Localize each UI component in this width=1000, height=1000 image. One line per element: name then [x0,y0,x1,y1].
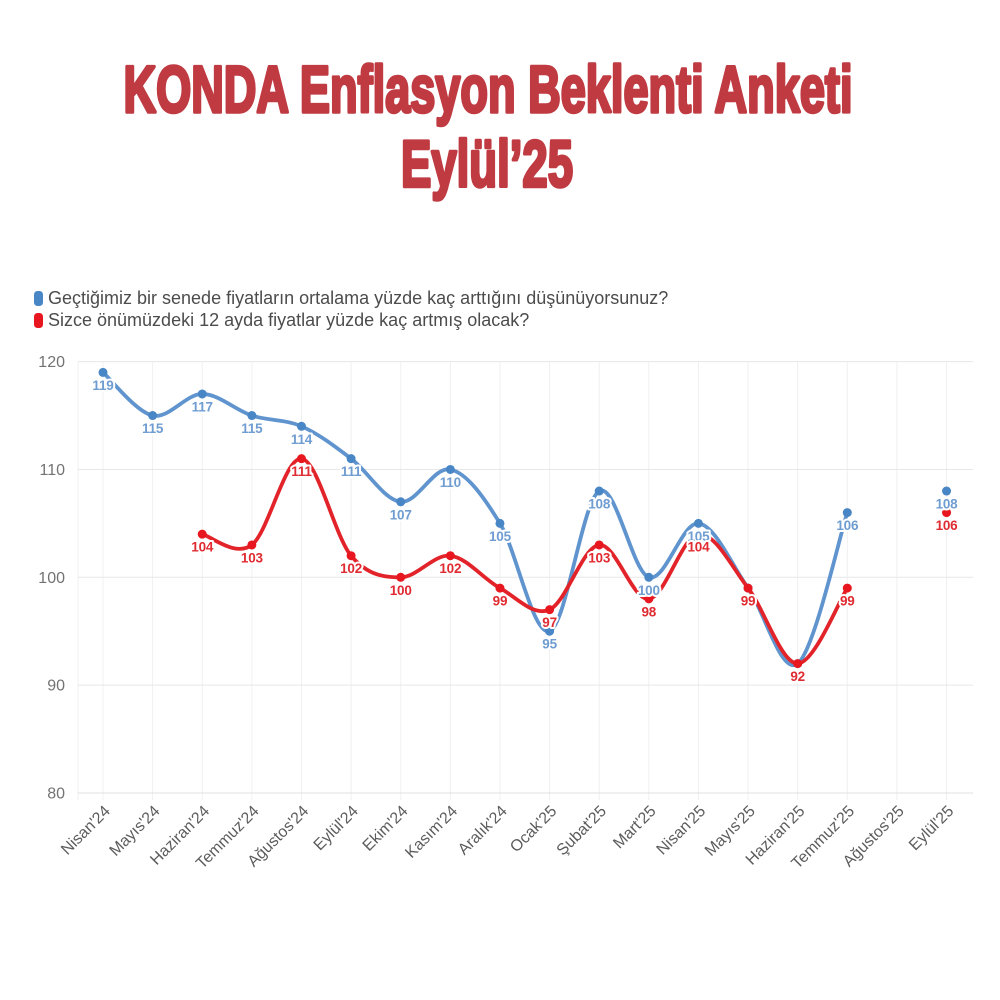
series-1-value-label: 104 [687,540,710,555]
series-0-point [842,508,852,518]
series-0-value-label: 111 [341,464,362,479]
series-0-point [942,486,952,496]
series-0-point [247,411,257,421]
series-0-value-label: 117 [192,399,213,414]
series-0-value-label: 119 [92,378,113,393]
series-1-point [445,551,455,561]
series-1-point [693,529,703,539]
x-axis-tick-label: Eylül'24 [311,803,362,854]
series-1-value-label: 92 [790,669,805,684]
legend-label-next-year: Sizce önümüzdeki 12 ayda fiyatlar yüzde … [48,309,530,330]
series-1-line [200,456,850,666]
series-1-point [545,605,555,615]
y-axis-tick-label: 120 [38,354,65,371]
line-chart-plot: 8090100110120Nisan'24Mayıs'24Haziran'24T… [38,354,973,872]
series-1-point [346,551,356,561]
series-1-value-label: 100 [390,583,412,598]
series-0-value-label: 108 [588,497,611,512]
x-axis-tick-label: Şubat'25 [554,803,610,859]
series-0-point [396,497,406,507]
series-1-point [842,583,852,593]
legend-swatch-red-icon [34,312,43,328]
y-axis-tick-label: 80 [47,786,65,803]
series-1-value-label: 99 [840,594,855,609]
series-1-value-label: 99 [741,594,756,609]
chart-title: KONDA Enflasyon Beklenti Anketi Eylül’25 [122,50,855,202]
series-0-value-label: 105 [489,529,512,544]
series-1-value-label: 102 [439,561,461,576]
x-axis-tick-label: Aralık'24 [455,803,511,859]
chart-legend: Geçtiğimiz bir senede fiyatların ortalam… [34,288,668,331]
legend-item-past-year: Geçtiğimiz bir senede fiyatların ortalam… [34,288,668,310]
legend-label-past-year: Geçtiğimiz bir senede fiyatların ortalam… [48,288,669,309]
series-0-value-label: 95 [542,637,557,652]
series-0-point [98,367,108,377]
series-1-point [594,540,604,550]
series-1-point [743,583,753,593]
series-0-value-label: 108 [936,497,959,512]
legend-item-next-year: Sizce önümüzdeki 12 ayda fiyatlar yüzde … [34,310,668,332]
series-1-value-label: 111 [291,464,312,479]
series-1-value-label: 104 [191,540,214,555]
series-1-value-label: 103 [241,550,264,565]
chart-title-line1: KONDA Enflasyon Beklenti Anketi [124,52,853,126]
series-1-value-label: 102 [340,561,362,576]
series-1-value-label: 106 [936,518,959,533]
series-1-value-label: 99 [493,594,508,609]
series-1-point [793,659,803,669]
series-0-value-label: 100 [638,583,660,598]
series-0-value-label: 115 [142,421,164,436]
series-1-point [942,508,952,518]
series-1-point [644,594,654,604]
series-1-value-label: 103 [588,550,611,565]
series-0-point [148,411,158,421]
y-axis-tick-label: 100 [38,570,65,587]
series-0-point [296,421,306,431]
x-axis-tick-label: Nisan'24 [58,803,114,859]
series-0-point [545,626,555,636]
x-axis-tick-label: Ocak'25 [507,803,560,856]
series-0-value-label: 107 [390,507,412,522]
legend-swatch-blue-icon [34,291,43,307]
series-1-point [495,583,505,593]
x-axis-tick-label: Kasım'24 [402,803,461,862]
chart-title-line2: Eylül’25 [401,126,573,200]
series-1-point [197,529,207,539]
series-1-point [396,572,406,582]
series-0-value-label: 110 [440,475,461,490]
series-0-value-label: 114 [291,432,313,447]
series-0-line [101,370,850,668]
y-axis-tick-label: 90 [47,678,65,695]
series-1-value-label: 98 [642,604,657,619]
series-1-point [296,454,306,464]
series-1-value-label: 97 [542,615,557,630]
x-axis-tick-label: Nisan'25 [654,803,710,859]
x-axis-tick-label: Eylül'25 [906,803,957,854]
y-axis-tick-label: 110 [39,462,65,479]
series-0-point [594,486,604,496]
series-0-value-label: 106 [836,518,859,533]
x-axis-tick-label: Mart'25 [610,803,659,852]
series-0-point [495,518,505,528]
series-1-point [247,540,257,550]
series-0-point [346,454,356,464]
series-0-point [644,572,654,582]
series-0-point [693,518,703,528]
series-0-value-label: 115 [241,421,263,436]
series-0-point [197,389,207,399]
series-0-value-label: 105 [687,529,710,544]
series-0-point [445,464,455,474]
